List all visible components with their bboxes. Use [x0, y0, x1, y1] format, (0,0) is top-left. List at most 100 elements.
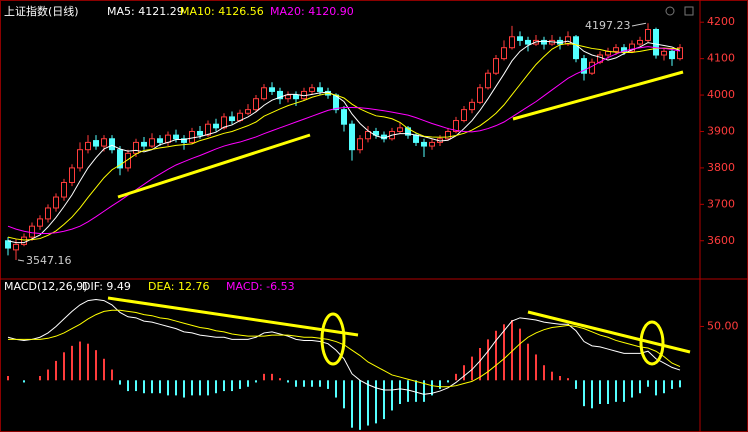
candle-body [189, 130, 195, 143]
candle-body [285, 94, 291, 100]
high-pointer [631, 22, 647, 27]
candle-body [13, 243, 19, 251]
trend-line [107, 296, 359, 337]
candle-body [69, 167, 75, 183]
candle-body [509, 36, 515, 49]
candle-body [429, 141, 435, 147]
candle-body [261, 87, 267, 100]
candle-body [85, 141, 91, 151]
y-tick-label: 3900 [707, 124, 735, 137]
trend-line [117, 133, 311, 199]
candle-body [493, 58, 499, 74]
candle-body [637, 39, 643, 45]
settings-icon[interactable] [665, 6, 675, 16]
candle-body [373, 130, 379, 136]
candle-body [477, 87, 483, 103]
candle-body [29, 225, 35, 238]
trend-line [512, 70, 684, 121]
candle-body [125, 152, 131, 169]
candle-body [669, 50, 675, 60]
candle-body [613, 47, 619, 52]
panel-title: MACD(12,26,9) [4, 280, 88, 293]
candle-body [101, 138, 107, 147]
candle-body [653, 28, 659, 56]
candle-body [501, 47, 507, 60]
legend-entry: MA20: 4120.90 [270, 5, 354, 18]
y-tick-label: 4100 [707, 52, 735, 65]
candle-body [341, 109, 347, 125]
legend-entry: MACD: -6.53 [226, 280, 295, 293]
candle-body [661, 50, 667, 56]
candle-body [581, 58, 587, 74]
candle-body [525, 39, 531, 45]
candle-body [61, 181, 67, 198]
candle-body [413, 134, 419, 143]
candle-body [173, 134, 179, 140]
trend-annotations [107, 70, 691, 366]
candle-body [21, 236, 27, 245]
legend-entry: DEA: 12.76 [148, 280, 209, 293]
candle-body [365, 130, 371, 140]
candle-body [517, 36, 523, 41]
legend-entry: MA10: 4126.56 [180, 5, 264, 18]
y-tick-label: 3600 [707, 234, 735, 247]
candle-body [309, 87, 315, 92]
candle-body [405, 127, 411, 136]
candle-body [245, 109, 251, 114]
legend-entry: MA5: 4121.29 [107, 5, 184, 18]
legend-entry: DIF: 9.49 [82, 280, 131, 293]
ma-line [7, 40, 681, 244]
candle-body [221, 116, 227, 129]
candle-body [5, 240, 11, 249]
candle-body [229, 116, 235, 122]
y-tick-label: 50.00 [707, 319, 739, 332]
candle-body [645, 28, 651, 41]
candle-body [93, 140, 99, 147]
y-tick-label: 4000 [707, 88, 735, 101]
candle-body [213, 123, 219, 129]
macd-panel: 50.00 MACD(12,26,9)DIF: 9.49 DEA: 12.76 MAC… [4, 280, 739, 430]
ma-line [7, 46, 681, 234]
panel-title: 上证指数(日线) [4, 4, 79, 18]
candle-body [421, 141, 427, 147]
candle-body [349, 123, 355, 151]
candle-body [445, 130, 451, 140]
candle-body [317, 87, 323, 92]
candle-body [397, 127, 403, 132]
candle-body [469, 101, 475, 111]
candle-body [133, 141, 139, 154]
ma-line [7, 299, 681, 395]
candle-body [453, 120, 459, 132]
highlight-circle [320, 312, 346, 366]
low-label: 3547.16 [26, 254, 72, 267]
price-panel: 3600 3700 3800 3900 4000 4100 4200 上证指数(日线) MA5:… [4, 4, 735, 267]
candle-body [629, 43, 635, 52]
candle-body [53, 196, 59, 209]
candle-body [541, 39, 547, 45]
candle-body [357, 138, 363, 151]
candle-body [37, 218, 43, 227]
trend-line [527, 310, 691, 354]
candle-body [277, 90, 283, 100]
candle-body [117, 149, 123, 169]
candle-body [461, 109, 467, 122]
candle-body [197, 130, 203, 136]
high-label: 4197.23 [585, 19, 631, 32]
candle-body [253, 98, 259, 111]
low-pointer [17, 259, 25, 262]
candle-body [677, 47, 683, 60]
candle-body [109, 138, 115, 151]
candle-body [485, 72, 491, 89]
candle-body [573, 36, 579, 60]
window-icon[interactable] [684, 6, 694, 16]
candle-body [141, 141, 147, 147]
y-tick-label: 3800 [707, 161, 735, 174]
y-tick-label: 4200 [707, 15, 735, 28]
candle-body [269, 87, 275, 92]
ma-line [7, 42, 681, 241]
highlight-circle [639, 320, 665, 366]
candle-body [45, 207, 51, 220]
